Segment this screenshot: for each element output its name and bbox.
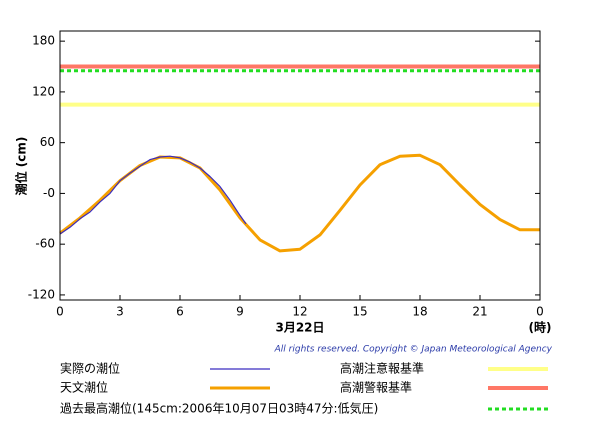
legend-label: 高潮警報基準 xyxy=(340,380,412,395)
x-tick-label: 3 xyxy=(116,305,124,319)
copyright: All rights reserved. Copyright © Japan M… xyxy=(274,345,553,355)
x-axis-unit: (時) xyxy=(529,320,552,335)
x-tick-label: 6 xyxy=(176,305,184,319)
x-tick-label: 0 xyxy=(536,305,544,319)
y-tick-label: 60 xyxy=(40,135,55,149)
x-tick-label: 12 xyxy=(292,305,307,319)
legend-label: 高潮注意報基準 xyxy=(340,361,424,376)
y-tick-label: 120 xyxy=(32,84,55,98)
data-line xyxy=(59,155,247,235)
legend-label: 天文潮位 xyxy=(60,380,108,395)
legend-label: 過去最高潮位(145cm:2006年10月07日03時47分:低気圧) xyxy=(60,401,378,416)
x-tick-label: 18 xyxy=(412,305,427,319)
x-tick-label: 9 xyxy=(236,305,244,319)
x-axis-label: 3月22日 xyxy=(275,321,324,335)
y-tick-label: -120 xyxy=(28,287,55,301)
y-tick-label: -0 xyxy=(43,186,55,200)
y-tick-label: 180 xyxy=(32,34,55,48)
x-tick-label: 15 xyxy=(352,305,367,319)
x-tick-label: 0 xyxy=(56,305,64,319)
data-line xyxy=(59,153,540,253)
y-tick-label: -60 xyxy=(35,237,55,251)
y-axis-label: 潮位 (cm) xyxy=(14,137,29,196)
x-tick-label: 21 xyxy=(472,305,487,319)
legend-label: 実際の潮位 xyxy=(60,361,120,376)
